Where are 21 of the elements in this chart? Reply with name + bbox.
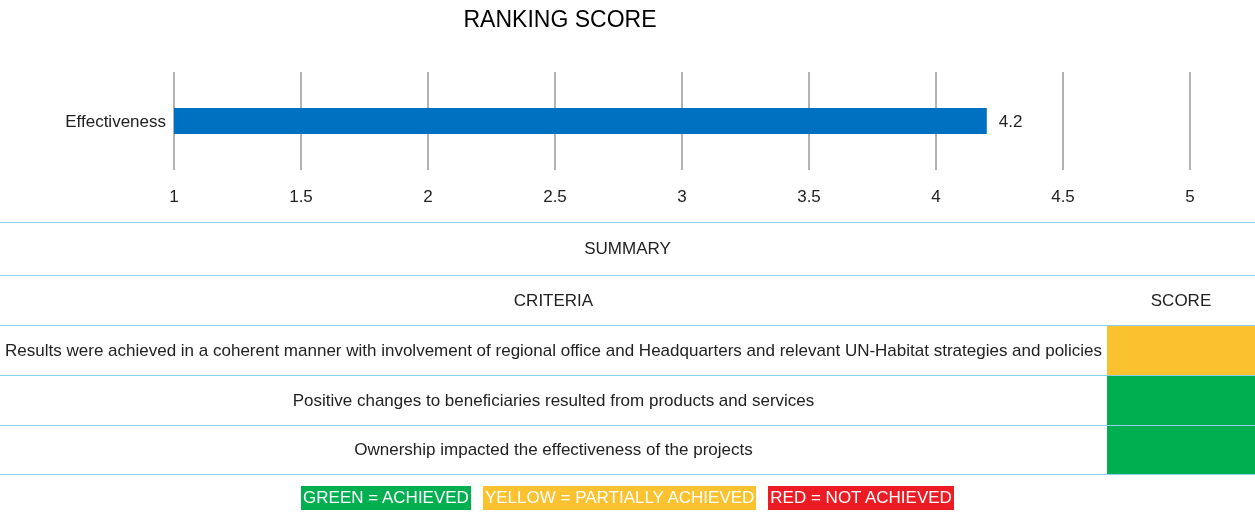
- text: SUMMARY: [0, 222, 1255, 275]
- x-tick-label: 5: [1185, 187, 1195, 207]
- x-tick-label: 4: [931, 187, 941, 207]
- x-tick-label: 2.5: [543, 187, 567, 207]
- x-tick-label: 4.5: [1051, 187, 1075, 207]
- text: SCORE: [1107, 275, 1255, 325]
- category-label: Positive changes to beneficiaries resulted from products and services: [0, 375, 1107, 425]
- y-tick-label: Effectiveness: [65, 112, 166, 132]
- x-tick-label: 3.5: [797, 187, 821, 207]
- category-label: Ownership impacted the effectiveness of the projects: [0, 425, 1107, 474]
- category-label: YELLOW = PARTIALLY ACHIEVED: [482, 486, 757, 510]
- text: CRITERIA: [0, 275, 1107, 325]
- category-label: RED = NOT ACHIEVED: [768, 486, 954, 510]
- category-label: Results were achieved in a coherent manner with involvement of regional office and Headquarters and relevant UN-Habitat strategies and policies: [0, 325, 1107, 375]
- x-tick-label: 3: [677, 187, 687, 207]
- category-label: GREEN = ACHIEVED: [301, 486, 471, 510]
- x-tick-label: 1.5: [289, 187, 313, 207]
- chart-title: RANKING SCORE: [462, 6, 658, 33]
- x-tick-label: 2: [423, 187, 433, 207]
- x-tick-label: 1: [169, 187, 179, 207]
- data-label: 4.2: [998, 112, 1023, 132]
